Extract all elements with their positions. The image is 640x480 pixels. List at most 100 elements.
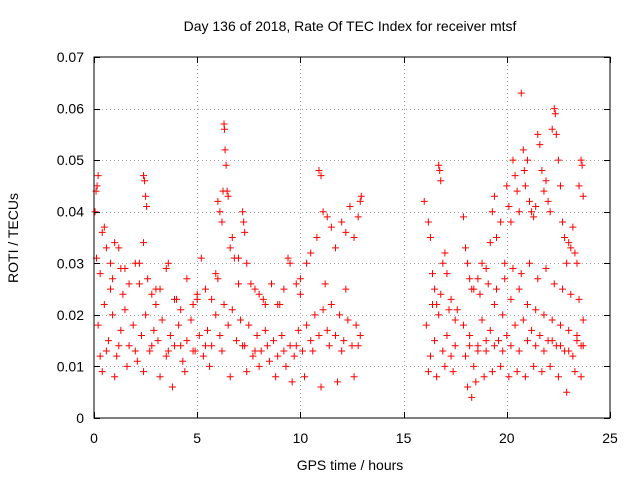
- data-point: [156, 285, 164, 293]
- data-point: [98, 228, 106, 236]
- x-tick-label: 25: [602, 430, 618, 446]
- data-point: [226, 244, 234, 252]
- data-point: [298, 347, 306, 355]
- data-point: [100, 223, 108, 231]
- data-point: [135, 259, 143, 267]
- data-point: [109, 275, 117, 283]
- data-point: [482, 337, 490, 345]
- data-point: [534, 275, 542, 283]
- data-point: [142, 192, 150, 200]
- data-point: [317, 383, 325, 391]
- data-point: [567, 290, 575, 298]
- data-point: [220, 301, 228, 309]
- data-point: [486, 326, 494, 334]
- data-point: [548, 316, 556, 324]
- data-point: [503, 182, 511, 190]
- data-point: [517, 270, 525, 278]
- data-point: [193, 290, 201, 298]
- data-point: [195, 331, 203, 339]
- data-point: [567, 244, 575, 252]
- data-point: [150, 326, 158, 334]
- data-point: [140, 172, 148, 180]
- data-point: [294, 326, 302, 334]
- data-point: [577, 373, 585, 381]
- data-point: [431, 285, 439, 293]
- data-point: [356, 197, 364, 205]
- data-point: [255, 362, 263, 370]
- data-point: [437, 177, 445, 185]
- data-point: [573, 259, 581, 267]
- data-point: [528, 326, 536, 334]
- data-point: [523, 337, 531, 345]
- data-point: [507, 342, 515, 350]
- data-point: [251, 285, 259, 293]
- data-point: [575, 182, 583, 190]
- data-point: [445, 306, 453, 314]
- data-point: [201, 285, 209, 293]
- data-point: [490, 342, 498, 350]
- y-tick-label: 0.04: [57, 204, 84, 220]
- data-point: [474, 275, 482, 283]
- data-point: [520, 166, 528, 174]
- data-point: [505, 203, 513, 211]
- data-point: [515, 285, 523, 293]
- data-point: [459, 213, 467, 221]
- data-point: [532, 306, 540, 314]
- data-point: [523, 301, 531, 309]
- data-point: [431, 337, 439, 345]
- data-point: [550, 105, 558, 113]
- data-point: [462, 244, 470, 252]
- data-point: [216, 208, 224, 216]
- data-point: [578, 161, 586, 169]
- data-point: [470, 362, 478, 370]
- data-point: [249, 352, 257, 360]
- data-point: [292, 342, 300, 350]
- data-point: [515, 347, 523, 355]
- data-point: [428, 270, 436, 278]
- data-point: [528, 208, 536, 216]
- data-point: [338, 218, 346, 226]
- data-point: [511, 321, 519, 329]
- y-tick-label: 0.03: [57, 255, 84, 271]
- data-point: [530, 213, 538, 221]
- data-point: [170, 342, 178, 350]
- data-point: [104, 337, 112, 345]
- data-point: [509, 264, 517, 272]
- data-point: [334, 378, 342, 386]
- data-point: [144, 275, 152, 283]
- data-point: [243, 368, 251, 376]
- data-point: [352, 321, 360, 329]
- data-point: [579, 342, 587, 350]
- data-point: [538, 368, 546, 376]
- data-point: [492, 234, 500, 241]
- data-point: [532, 342, 540, 350]
- data-point: [115, 244, 123, 252]
- x-axis-label: GPS time / hours: [297, 457, 404, 473]
- data-point: [554, 156, 562, 164]
- data-point: [286, 259, 294, 267]
- data-point: [156, 373, 164, 381]
- data-point: [125, 280, 133, 288]
- data-point: [579, 192, 587, 200]
- data-point: [268, 280, 276, 288]
- data-point: [218, 218, 226, 226]
- data-point: [579, 316, 587, 324]
- data-point: [113, 352, 121, 360]
- data-point: [311, 311, 319, 319]
- data-point: [350, 373, 358, 381]
- y-tick-label: 0.02: [57, 307, 84, 323]
- data-point: [521, 373, 529, 381]
- data-point: [563, 388, 571, 396]
- data-point: [214, 275, 222, 283]
- x-tick-label: 0: [90, 430, 98, 446]
- x-tick-labels: 0 5 10 15 20 25: [90, 430, 618, 446]
- data-point: [556, 321, 564, 329]
- data-point: [315, 166, 323, 174]
- x-tick-label: 5: [193, 430, 201, 446]
- data-point: [424, 218, 432, 226]
- data-point: [96, 352, 104, 360]
- x-tick-label: 15: [396, 430, 412, 446]
- data-point: [173, 295, 181, 303]
- data-point: [497, 362, 505, 370]
- data-point: [538, 166, 546, 174]
